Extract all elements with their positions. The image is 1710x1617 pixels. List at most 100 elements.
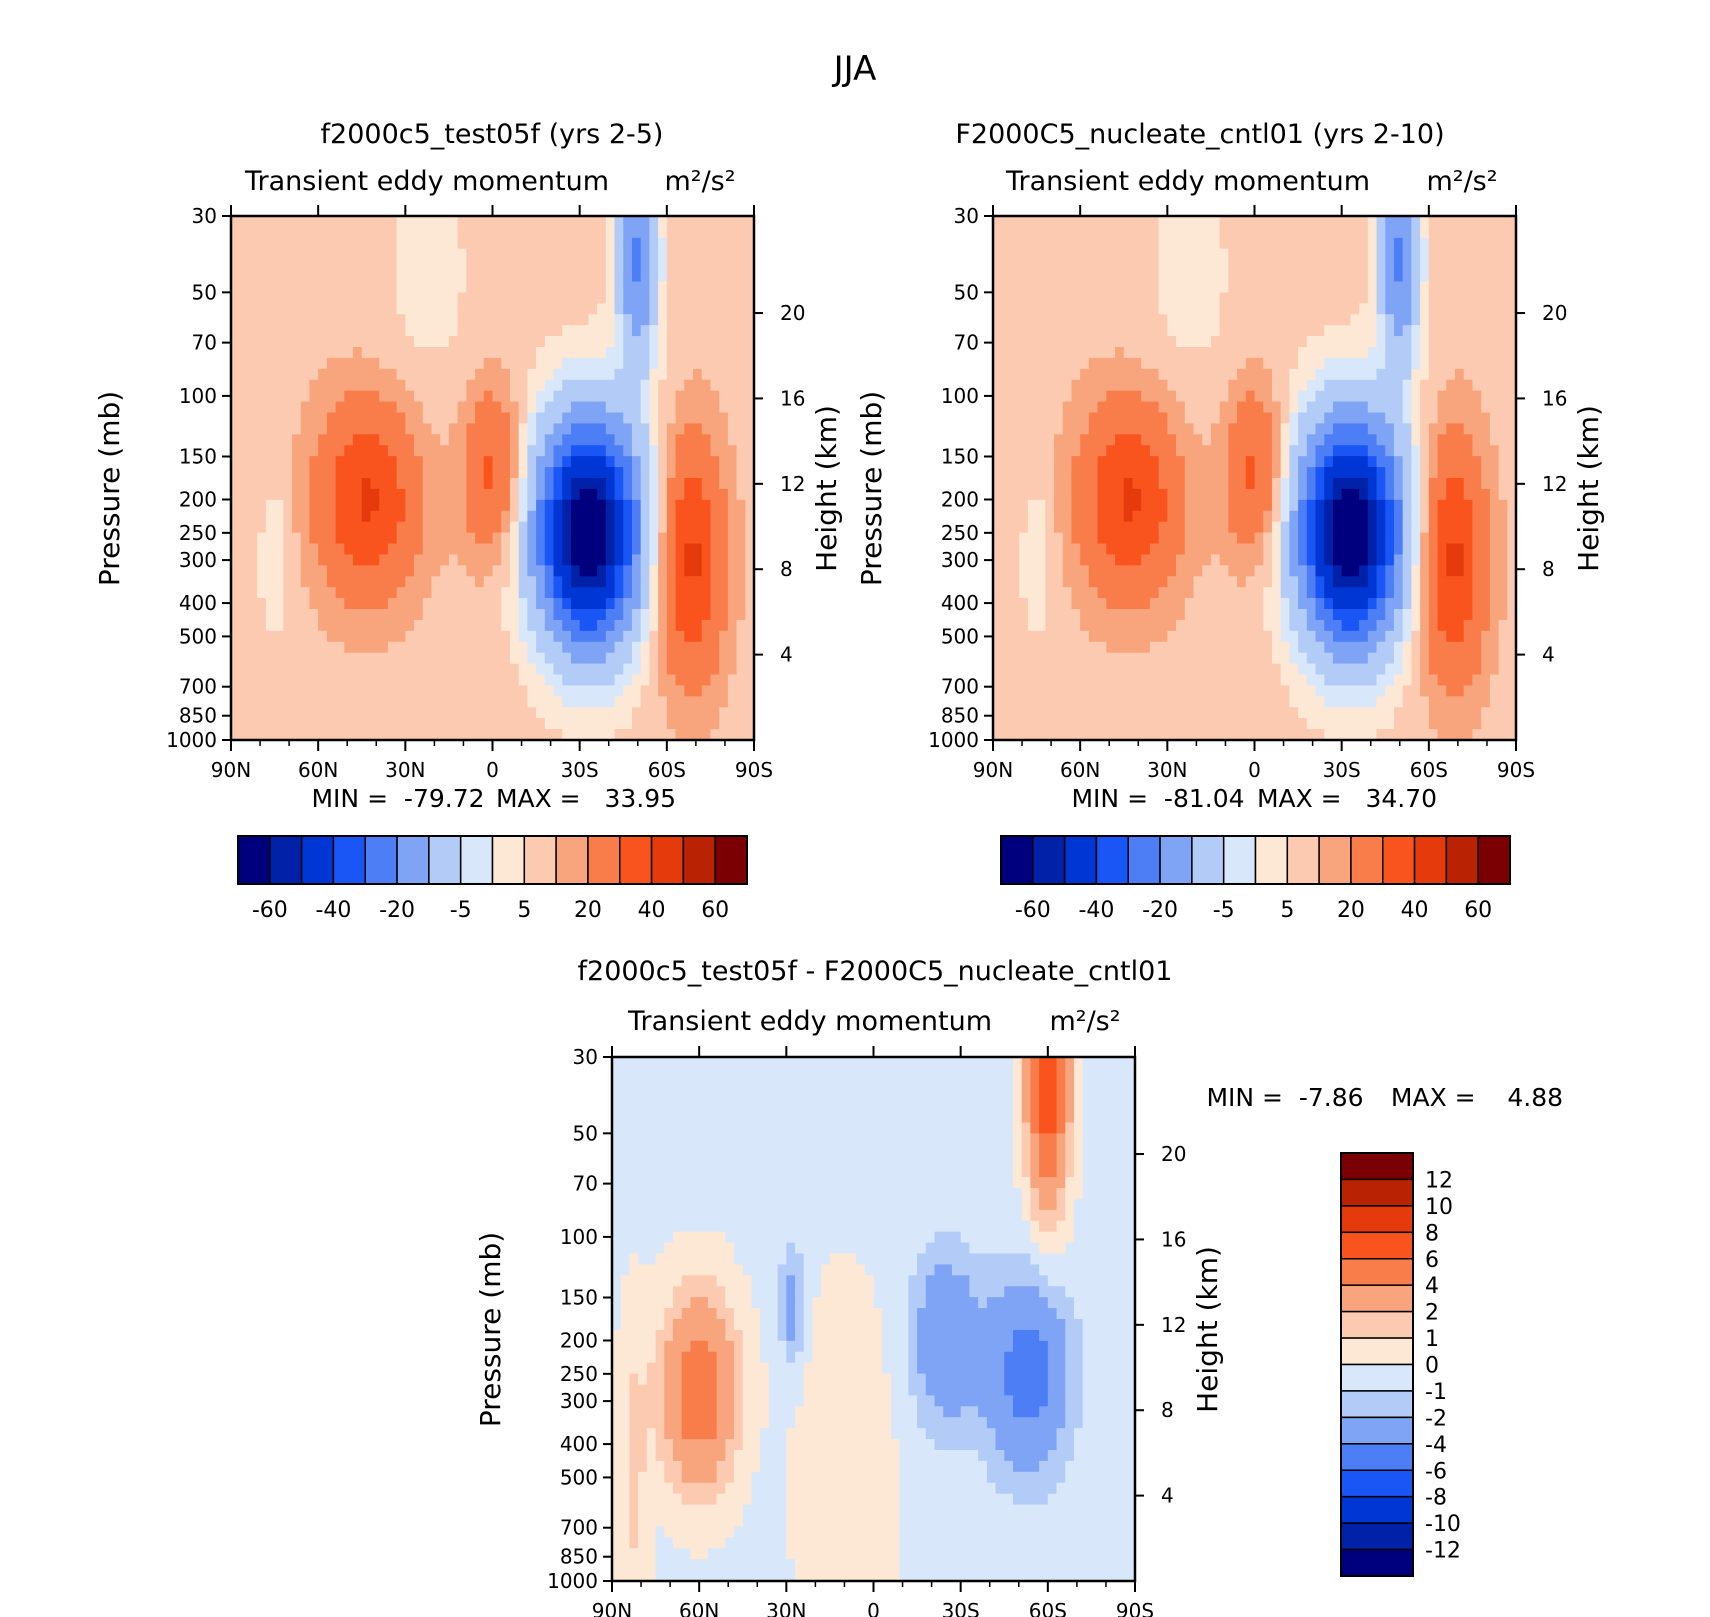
field-cell	[440, 226, 450, 239]
field-cell	[1254, 379, 1264, 392]
field-cell	[265, 412, 276, 425]
field-cell	[239, 303, 250, 315]
field-cell	[440, 488, 450, 501]
field-cell	[475, 718, 485, 730]
field-cell	[745, 226, 755, 239]
field-cell	[692, 390, 703, 403]
field-cell	[492, 478, 502, 490]
field-cell	[666, 303, 677, 315]
field-cell	[1001, 532, 1012, 545]
field-cell	[1324, 412, 1334, 425]
field-cell	[1001, 248, 1012, 261]
field-cell	[257, 696, 267, 708]
field-cell	[1149, 336, 1160, 348]
field-cell	[283, 314, 293, 326]
field-cell	[1141, 270, 1151, 283]
field-cell	[396, 347, 406, 359]
field-cell	[745, 270, 755, 283]
field-cell	[719, 532, 729, 545]
field-cell	[483, 445, 494, 457]
field-cell	[675, 368, 685, 381]
field-cell	[544, 674, 555, 687]
field-cell	[1341, 478, 1351, 490]
field-cell	[1210, 554, 1221, 566]
field-cell	[1271, 445, 1282, 457]
field-cell	[283, 576, 293, 588]
field-cell	[431, 216, 441, 228]
field-cell	[623, 259, 633, 272]
field-cell	[736, 619, 746, 632]
field-cell	[475, 401, 485, 414]
field-cell	[309, 499, 319, 512]
field-cell	[544, 336, 555, 348]
field-cell	[1359, 554, 1369, 566]
field-cell	[1428, 543, 1439, 556]
panel-unit: m²/s²	[1049, 1006, 1120, 1037]
field-cell	[1367, 576, 1378, 588]
field-cell	[1393, 467, 1404, 479]
field-cell	[326, 259, 337, 272]
field-cell	[1149, 510, 1160, 523]
field-cell	[518, 718, 528, 730]
field-cell	[1036, 259, 1046, 272]
field-cell	[396, 674, 406, 687]
field-cell	[1446, 521, 1456, 534]
field-cell	[1237, 281, 1247, 294]
field-cell	[396, 281, 406, 294]
field-cell	[501, 729, 511, 741]
field-cell	[1193, 357, 1203, 370]
field-cell	[1228, 270, 1238, 283]
field-cell	[1472, 445, 1482, 457]
field-cell	[1263, 292, 1273, 304]
field-cell	[1263, 248, 1273, 261]
field-cell	[326, 412, 337, 425]
field-cell	[1376, 216, 1386, 228]
field-cell	[1341, 423, 1351, 435]
field-cell	[492, 729, 502, 741]
field-cell	[710, 718, 720, 730]
field-cell	[405, 434, 415, 446]
field-cell	[658, 401, 668, 414]
field-cell	[1437, 379, 1447, 392]
field-cell	[649, 325, 659, 337]
field-cell	[588, 598, 598, 610]
field-cell	[1071, 478, 1081, 490]
field-cell	[274, 445, 284, 457]
field-cell	[640, 630, 650, 643]
field-cell	[492, 216, 502, 228]
field-cell	[1481, 336, 1491, 348]
field-cell	[257, 292, 267, 304]
field-cell	[509, 576, 520, 588]
field-cell	[483, 368, 494, 381]
field-cell	[239, 216, 250, 228]
field-cell	[684, 445, 694, 457]
field-cell	[1289, 226, 1299, 239]
field-cell	[658, 434, 668, 446]
field-cell	[527, 554, 537, 566]
field-cell	[405, 226, 415, 239]
field-cell	[283, 292, 293, 304]
field-cell	[379, 216, 389, 228]
field-cell	[1027, 434, 1038, 446]
field-cell	[579, 729, 589, 741]
field-cell	[1315, 488, 1325, 501]
field-cell	[370, 630, 380, 643]
field-cell	[440, 412, 450, 425]
field-cell	[562, 641, 572, 654]
field-cell	[1472, 412, 1482, 425]
field-cell	[692, 379, 703, 392]
field-cell	[422, 237, 433, 250]
field-cell	[562, 674, 572, 687]
min-label: MIN = -7.86	[1206, 1083, 1363, 1112]
field-cell	[292, 368, 302, 381]
field-cell	[283, 368, 293, 381]
field-cell	[544, 652, 555, 665]
field-cell	[1402, 478, 1412, 490]
field-cell	[1280, 237, 1290, 250]
field-cell	[1271, 259, 1282, 272]
field-cell	[231, 314, 241, 326]
field-cell	[1315, 259, 1325, 272]
field-cell	[536, 499, 546, 512]
field-cell	[727, 379, 738, 392]
field-cell	[701, 609, 712, 621]
